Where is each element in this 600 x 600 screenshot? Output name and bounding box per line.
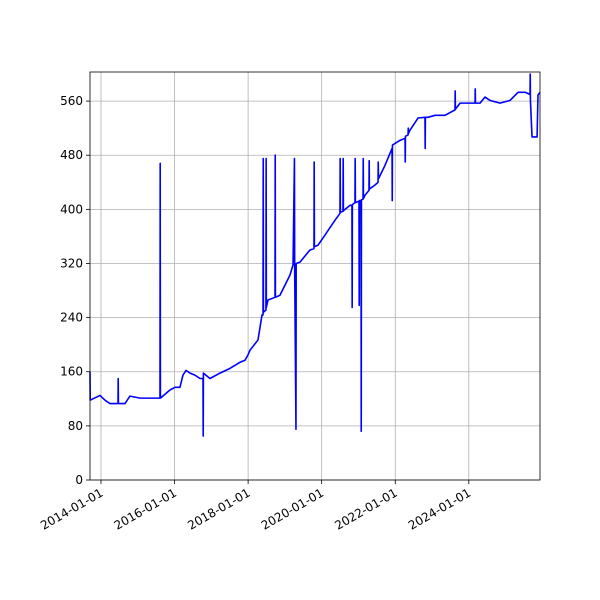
- y-tick-label: 400: [60, 202, 83, 216]
- y-tick-label: 480: [60, 148, 83, 162]
- y-tick-label: 160: [60, 365, 83, 379]
- grid: [90, 72, 540, 481]
- axes-frame: [89, 71, 541, 481]
- plot: [89, 73, 541, 437]
- y-tick-label: 240: [60, 311, 83, 325]
- y-tick-label: 80: [68, 419, 83, 433]
- y-tick-label: 560: [60, 94, 83, 108]
- line: [89, 73, 541, 437]
- y-tick-label: 0: [75, 473, 83, 487]
- y-tick-label: 320: [60, 256, 83, 270]
